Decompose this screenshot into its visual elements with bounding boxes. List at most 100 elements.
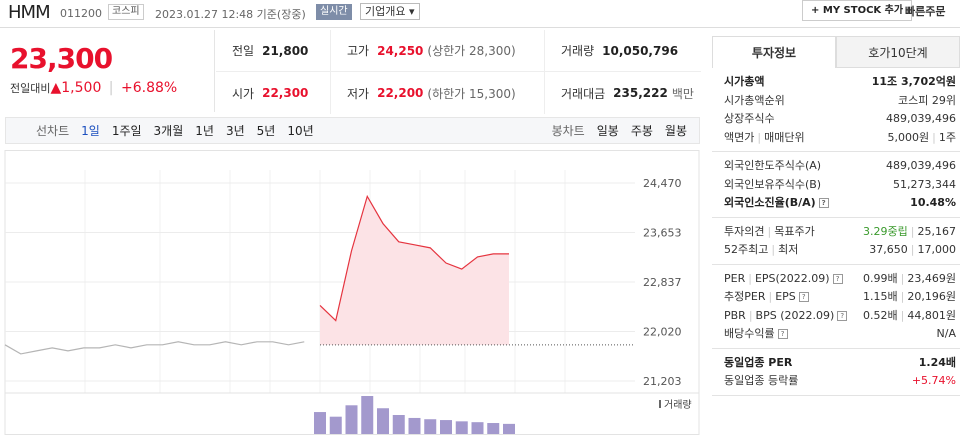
info-label: 시가총액순위 [724, 92, 785, 111]
period-tab[interactable]: 3개월 [153, 124, 184, 138]
separator: | [910, 243, 915, 256]
value-text: 1.24배 [918, 355, 956, 369]
volume-bar [361, 396, 374, 434]
info-row: 상장주식수 489,039,496 [724, 110, 956, 129]
help-icon[interactable]: ? [832, 273, 843, 284]
info-label: 시가총액 [724, 73, 764, 92]
period-tab[interactable]: 3년 [225, 124, 245, 138]
info-label: 외국인소진율(B/A)? [724, 194, 829, 213]
label-text: 목표주가 [774, 224, 815, 238]
info-value: 1.15배 | 20,196원 [863, 288, 956, 307]
help-icon[interactable]: ? [798, 292, 809, 302]
label-text: 액면가 [724, 130, 755, 144]
summary-label: 거래량 [561, 44, 595, 58]
y-tick-label: 22,020 [643, 325, 682, 338]
separator: | [900, 290, 905, 303]
info-row: 외국인보유주식수(B) 51,273,344 [724, 176, 956, 195]
stock-code: 011200 [60, 7, 102, 20]
info-label: 동일업종 등락률 [724, 372, 798, 391]
help-icon[interactable]: ? [777, 329, 788, 339]
label-text: 52주최고 [724, 243, 769, 256]
label-text: 시가총액순위 [724, 93, 785, 107]
summary-label: 시가 [232, 86, 255, 101]
volume-legend-mark [659, 400, 661, 408]
value-text: 1.15배 [863, 290, 898, 303]
label-text: 추정PER [724, 290, 766, 303]
summary-value: 24,250 [377, 43, 424, 58]
volume-bar [487, 423, 500, 434]
value-text: 37,650 [869, 243, 908, 256]
info-section: 투자의견 | 목표주가 3.29중립 | 25,167 52주최고 | 최저 37,650 | 17,… [712, 218, 960, 265]
help-icon[interactable]: ? [818, 198, 829, 208]
market-badge: 코스피 [108, 4, 144, 20]
realtime-button[interactable]: 실시간 [316, 4, 352, 20]
change-rate: +6.88% [120, 80, 178, 96]
value-text: 0.52배 [863, 308, 898, 322]
help-icon[interactable]: ? [837, 310, 848, 321]
stock-name: HMM [8, 2, 51, 23]
info-label: 외국인한도주식수(A) [724, 157, 821, 176]
volume-bar [424, 419, 437, 434]
volume-bar [503, 423, 515, 434]
info-label: 배당수익률? [724, 325, 788, 344]
y-tick-label: 24,470 [643, 177, 682, 190]
summary-label: 저가 [347, 86, 370, 101]
label-text: 최저 [778, 243, 799, 256]
line [319, 194, 509, 322]
separator: | [767, 224, 772, 238]
quick-order-button[interactable]: 빠른주문 [905, 5, 946, 18]
info-tabs: 투자정보 호가10단계 [712, 36, 960, 68]
value-text: 17,000 [917, 243, 957, 256]
value-text: 44,801원 [907, 308, 956, 322]
info-row: 외국인한도주식수(A) 489,039,496 [724, 157, 956, 176]
value-text: 코스피 29위 [898, 93, 956, 107]
info-row: 액면가 | 매매단위 5,000원 | 1주 [724, 129, 956, 148]
info-value: 11조 3,702억원 [872, 73, 956, 92]
info-tab[interactable]: 투자정보 [712, 36, 836, 68]
value-text: 1주 [938, 130, 956, 144]
divider [0, 27, 960, 28]
info-label: 동일업종 PER [724, 354, 792, 373]
info-label: 액면가 | 매매단위 [724, 129, 805, 148]
info-tab[interactable]: 호가10단계 [836, 36, 960, 68]
info-row: 배당수익률? N/A [724, 325, 956, 344]
value-text: 23,469원 [907, 271, 956, 285]
value-text: 11조 3,702억원 [871, 75, 956, 88]
candle-tab[interactable]: 월봉 [664, 124, 687, 138]
separator: | [932, 130, 936, 144]
period-tab[interactable]: 5년 [256, 124, 276, 138]
period-tab[interactable]: 1일 [81, 124, 100, 138]
overview-dropdown[interactable]: 기업개요 ▾ [360, 3, 420, 20]
period-tab[interactable]: 1주일 [111, 124, 142, 138]
summary-extra: 백만 [671, 86, 694, 101]
info-label: 상장주식수 [724, 110, 775, 129]
summary-label: 전일 [232, 44, 255, 58]
tab-group-label: 봉차트 [551, 124, 585, 138]
area [320, 196, 509, 345]
my-stock-button[interactable]: + MY STOCK 추가 [802, 0, 913, 21]
period-tab[interactable]: 10년 [287, 124, 314, 138]
info-value: 1.24배 [919, 354, 956, 373]
separator: | [771, 243, 776, 256]
chart-tabs: 선차트 1일 1주일 3개월 1년 3년 5년 10년 봉차트 일봉 주봉 월봉 [5, 117, 700, 144]
candle-tab[interactable]: 주봉 [630, 124, 653, 138]
label-text: BPS (2022.09) [755, 308, 835, 322]
label-text: EPS(2022.09) [754, 271, 830, 285]
info-label: 투자의견 | 목표주가 [724, 223, 815, 242]
info-value: 0.99배 | 23,469원 [863, 270, 956, 289]
info-value: +5.74% [912, 372, 956, 391]
y-tick-label: 23,653 [643, 227, 682, 240]
info-value: 0.52배 | 44,801원 [863, 307, 956, 326]
label-text: 투자의견 [724, 224, 765, 238]
volume-bar [329, 416, 342, 434]
candle-tab[interactable]: 일봉 [596, 124, 619, 138]
volume-bar [471, 422, 484, 434]
info-value: 51,273,344 [893, 176, 956, 195]
label-text: 상장주식수 [724, 112, 775, 125]
change-label: 전일대비 [10, 82, 51, 95]
volume-label: 거래량 [664, 399, 692, 411]
period-tab[interactable]: 1년 [195, 124, 214, 138]
summary-value: 22,200 [377, 86, 424, 100]
